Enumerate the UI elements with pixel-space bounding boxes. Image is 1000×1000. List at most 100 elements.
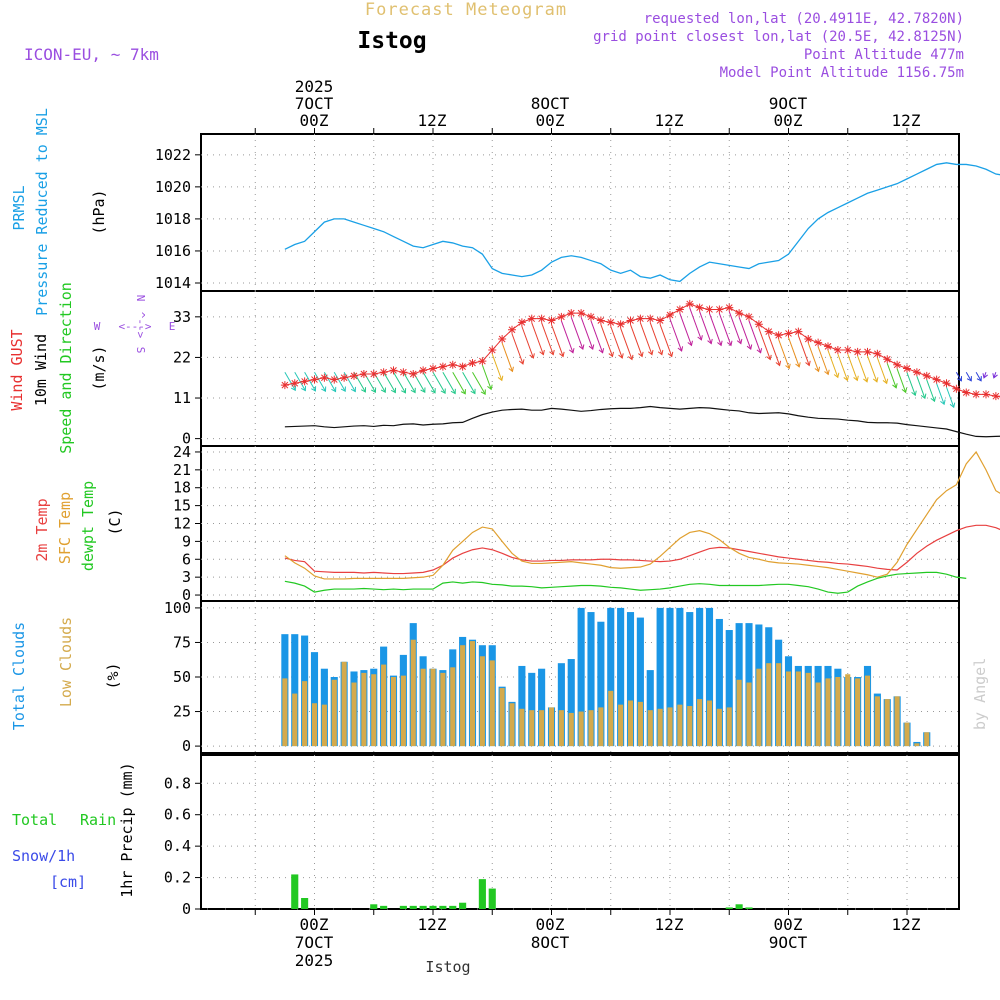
low-cloud-bar <box>361 672 367 747</box>
wind-arrow-head <box>677 346 684 352</box>
precip-label-snow: Snow/1h <box>12 847 75 865</box>
wind-arrow-head <box>420 387 426 394</box>
wind-arrow <box>886 363 897 388</box>
low-cloud-bar <box>529 710 535 747</box>
wind-arrow <box>797 335 810 366</box>
top-label-12z-b: 12Z <box>655 111 684 130</box>
total-cloud-bar <box>715 618 723 747</box>
low-cloud-bar <box>924 732 930 747</box>
low-cloud-bar <box>381 664 387 747</box>
low-cloud-bar <box>558 710 564 747</box>
rain-bar <box>459 902 467 909</box>
bottom-year-label: 2025 <box>295 951 334 970</box>
total-cloud-bar <box>607 607 615 747</box>
low-cloud-bar <box>341 661 347 747</box>
wind-arrow <box>738 316 752 350</box>
gust-marker <box>883 355 892 364</box>
model-altitude: Model Point Altitude 1156.75m <box>720 65 964 81</box>
low-cloud-bar <box>706 700 713 747</box>
wind-arrow-head <box>901 387 908 394</box>
gust-marker <box>577 309 586 318</box>
low-cloud-bar <box>479 656 485 747</box>
model-label: ICON-EU, ~ 7km <box>24 45 159 64</box>
cloud-label-low: Low Clouds <box>57 617 75 707</box>
gust-marker <box>300 377 309 386</box>
wind-arrow-head <box>775 360 782 367</box>
total-cloud-bar <box>518 665 526 747</box>
pressure-ytick-label: 1016 <box>155 242 191 260</box>
wind-label-gust: Wind GUST <box>8 329 26 410</box>
wind-arrow-head <box>627 354 634 361</box>
gust-marker <box>932 375 941 384</box>
temp-label-dewpt: dewpt Temp <box>79 481 97 571</box>
gust-marker <box>379 368 388 377</box>
wind-arrow <box>481 364 492 390</box>
low-cloud-bar <box>311 703 318 747</box>
wind-arrow <box>570 316 584 350</box>
gust-marker <box>340 373 349 382</box>
low-cloud-bar <box>578 711 584 747</box>
footer-location: Istog <box>425 958 470 976</box>
low-cloud-bar <box>687 706 693 747</box>
precip-ytick-label: 0.4 <box>164 837 191 855</box>
wind-arrow <box>689 307 702 341</box>
temperature-ytick-label: 3 <box>182 568 191 586</box>
total-cloud-bar <box>538 668 546 747</box>
wind-arrow <box>620 328 633 360</box>
low-cloud-bar <box>519 708 525 747</box>
wind-arrow <box>847 353 858 381</box>
grid-point-coords: grid point closest lon,lat (20.5E, 42.81… <box>593 29 964 45</box>
wind-arrow <box>383 371 396 393</box>
wind-arrow <box>975 371 982 382</box>
wind-arrow-head <box>559 351 565 358</box>
wind-arrow <box>857 355 868 383</box>
wind-arrow-head <box>410 387 416 394</box>
wind-arrow <box>758 328 771 360</box>
gust-marker <box>478 357 487 366</box>
t2m-line <box>284 524 1000 575</box>
wind-arrow-head <box>882 378 889 385</box>
low-cloud-bar <box>430 668 436 747</box>
low-cloud-bar <box>667 707 673 747</box>
wind-arrow <box>442 371 456 394</box>
gust-marker <box>794 327 803 336</box>
gust-marker <box>458 362 467 371</box>
rain-bar <box>370 904 378 909</box>
gust-marker <box>596 316 605 325</box>
low-cloud-bar <box>647 710 653 747</box>
wind-arrow-head <box>331 386 337 393</box>
gust-marker <box>290 379 299 388</box>
wind-arrow <box>946 387 955 408</box>
wind-arrow-head <box>657 349 664 356</box>
bottom-label-9oct: 9OCT <box>769 933 808 952</box>
total-cloud-bar <box>725 630 733 747</box>
wind-arrow-head <box>549 349 555 356</box>
gust-marker <box>438 362 447 371</box>
low-cloud-bar <box>914 743 920 747</box>
gust-marker <box>833 346 842 355</box>
low-cloud-bar <box>884 699 890 747</box>
gust-marker <box>429 364 437 373</box>
wind-arrow-head <box>430 388 436 394</box>
low-cloud-bar <box>864 675 871 747</box>
gust-marker <box>537 314 546 323</box>
low-cloud-bar <box>509 703 515 747</box>
compass-n: N <box>134 295 147 302</box>
wind-arrow <box>590 320 604 353</box>
temperature-ytick-label: 24 <box>173 443 191 461</box>
wind-arrow-head <box>766 354 772 361</box>
compass-ns-arrow: ^--> <box>134 312 147 339</box>
rain-bar <box>439 905 447 909</box>
plot-layer <box>201 162 1000 910</box>
wind-arrow <box>827 350 839 378</box>
rain-bar <box>380 905 388 909</box>
bottom-label-12z-a: 12Z <box>418 915 447 934</box>
wind-arrow-head <box>930 396 937 403</box>
gust-marker <box>824 342 832 351</box>
low-cloud-bar <box>855 678 861 747</box>
gust-marker <box>409 370 418 379</box>
low-cloud-bar <box>302 681 308 747</box>
cloud-label-unit: (%) <box>104 662 122 689</box>
wind-arrow <box>541 322 554 355</box>
temperature-ytick-label: 6 <box>182 550 191 568</box>
